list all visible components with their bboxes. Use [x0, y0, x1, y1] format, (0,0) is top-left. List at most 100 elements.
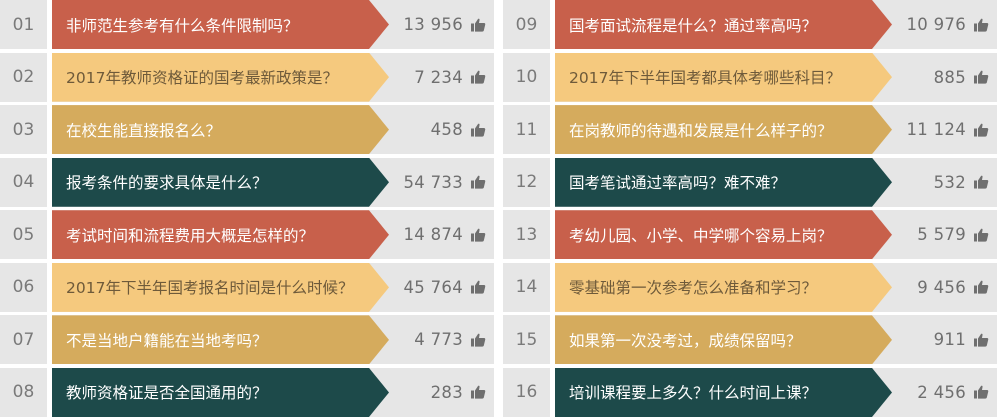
thumbs-up-icon[interactable] — [471, 175, 486, 189]
faq-question-link[interactable]: 培训课程要上多久？什么时间上课？ — [555, 367, 892, 417]
faq-row: 05 考试时间和流程费用大概是怎样的？ 14 874 — [0, 210, 494, 260]
view-count-value: 13 956 — [403, 15, 463, 34]
faq-question-link[interactable]: 报考条件的要求具体是什么？ — [52, 157, 389, 207]
faq-row-body: 考幼儿园、小学、中学哪个容易上岗？ 5 579 — [555, 210, 997, 260]
faq-row: 12 国考笔试通过率高吗？难不难？ 532 — [503, 157, 997, 207]
view-count-value: 45 764 — [403, 277, 463, 297]
faq-row: 14 零基础第一次参考怎么准备和学习？ 9 456 — [503, 262, 997, 312]
view-count: 911 — [897, 315, 997, 364]
faq-row-number: 09 — [503, 0, 550, 49]
view-count: 458 — [394, 105, 494, 154]
view-count: 13 956 — [394, 0, 494, 49]
faq-question-link[interactable]: 2017年下半年国考报名时间是什么时候？ — [52, 262, 389, 312]
faq-row: 15 如果第一次没考过，成绩保留吗？ 911 — [503, 315, 997, 365]
faq-row-number: 02 — [0, 52, 47, 102]
faq-row-number: 11 — [503, 105, 550, 155]
view-count-value: 14 874 — [403, 225, 463, 245]
faq-question-link[interactable]: 国考笔试通过率高吗？难不难？ — [555, 157, 892, 207]
view-count-value: 2 456 — [917, 382, 966, 402]
view-count: 10 976 — [897, 0, 997, 49]
view-count: 283 — [394, 368, 494, 417]
faq-row-number: 13 — [503, 210, 550, 260]
faq-row: 13 考幼儿园、小学、中学哪个容易上岗？ 5 579 — [503, 210, 997, 260]
view-count-value: 11 124 — [906, 120, 966, 140]
faq-question-link[interactable]: 如果第一次没考过，成绩保留吗？ — [555, 315, 892, 365]
faq-question-link[interactable]: 非师范生参考有什么条件限制吗？ — [52, 0, 389, 49]
thumbs-up-icon[interactable] — [974, 123, 989, 137]
faq-question-link[interactable]: 2017年教师资格证的国考最新政策是？ — [52, 52, 389, 102]
faq-question-link[interactable]: 考幼儿园、小学、中学哪个容易上岗？ — [555, 210, 892, 260]
faq-question-link[interactable]: 国考面试流程是什么？通过率高吗？ — [555, 0, 892, 49]
view-count: 7 234 — [394, 53, 494, 102]
view-count: 54 733 — [394, 158, 494, 207]
faq-row-body: 2017年下半年国考报名时间是什么时候？ 45 764 — [52, 262, 494, 312]
faq-row-body: 在岗教师的待遇和发展是什么样子的？ 11 124 — [555, 105, 997, 155]
faq-row-number: 07 — [0, 315, 47, 365]
view-count: 4 773 — [394, 315, 494, 364]
view-count: 9 456 — [897, 263, 997, 312]
view-count-value: 10 976 — [906, 15, 966, 34]
faq-column-left: 01 非师范生参考有什么条件限制吗？ 13 956 02 2017年教师资格证的… — [0, 0, 494, 417]
faq-row-number: 06 — [0, 262, 47, 312]
faq-row-body: 国考面试流程是什么？通过率高吗？ 10 976 — [555, 0, 997, 49]
faq-row-number: 14 — [503, 262, 550, 312]
faq-row-number: 12 — [503, 157, 550, 207]
thumbs-up-icon[interactable] — [974, 70, 989, 84]
thumbs-up-icon[interactable] — [471, 228, 486, 242]
faq-row-number: 01 — [0, 0, 47, 49]
thumbs-up-icon[interactable] — [974, 18, 989, 32]
thumbs-up-icon[interactable] — [471, 70, 486, 84]
faq-question-link[interactable]: 零基础第一次参考怎么准备和学习？ — [555, 262, 892, 312]
faq-row-body: 考试时间和流程费用大概是怎样的？ 14 874 — [52, 210, 494, 260]
faq-row: 10 2017年下半年国考都具体考哪些科目？ 885 — [503, 52, 997, 102]
thumbs-up-icon[interactable] — [974, 280, 989, 294]
faq-row: 09 国考面试流程是什么？通过率高吗？ 10 976 — [503, 0, 997, 49]
view-count: 2 456 — [897, 368, 997, 417]
view-count-value: 911 — [933, 330, 966, 350]
view-count: 532 — [897, 158, 997, 207]
thumbs-up-icon[interactable] — [471, 280, 486, 294]
faq-row-body: 教师资格证是否全国通用的？ 283 — [52, 367, 494, 417]
faq-row: 11 在岗教师的待遇和发展是什么样子的？ 11 124 — [503, 105, 997, 155]
view-count: 5 579 — [897, 210, 997, 259]
view-count-value: 4 773 — [414, 330, 463, 350]
faq-row-body: 零基础第一次参考怎么准备和学习？ 9 456 — [555, 262, 997, 312]
faq-row-number: 10 — [503, 52, 550, 102]
faq-row-body: 如果第一次没考过，成绩保留吗？ 911 — [555, 315, 997, 365]
thumbs-up-icon[interactable] — [471, 18, 486, 32]
view-count: 14 874 — [394, 210, 494, 259]
faq-question-link[interactable]: 2017年下半年国考都具体考哪些科目？ — [555, 52, 892, 102]
thumbs-up-icon[interactable] — [471, 333, 486, 347]
view-count-value: 5 579 — [917, 225, 966, 245]
faq-row: 07 不是当地户籍能在当地考吗？ 4 773 — [0, 315, 494, 365]
faq-row: 04 报考条件的要求具体是什么？ 54 733 — [0, 157, 494, 207]
faq-question-link[interactable]: 在岗教师的待遇和发展是什么样子的？ — [555, 105, 892, 155]
thumbs-up-icon[interactable] — [974, 228, 989, 242]
view-count-value: 532 — [933, 172, 966, 192]
faq-row-number: 04 — [0, 157, 47, 207]
faq-question-link[interactable]: 在校生能直接报名么？ — [52, 105, 389, 155]
faq-row-number: 05 — [0, 210, 47, 260]
faq-question-link[interactable]: 考试时间和流程费用大概是怎样的？ — [52, 210, 389, 260]
thumbs-up-icon[interactable] — [974, 333, 989, 347]
thumbs-up-icon[interactable] — [974, 385, 989, 400]
thumbs-up-icon[interactable] — [471, 123, 486, 137]
faq-row: 08 教师资格证是否全国通用的？ 283 — [0, 367, 494, 417]
faq-row-body: 培训课程要上多久？什么时间上课？ 2 456 — [555, 367, 997, 417]
faq-row: 01 非师范生参考有什么条件限制吗？ 13 956 — [0, 0, 494, 49]
faq-row: 02 2017年教师资格证的国考最新政策是？ 7 234 — [0, 52, 494, 102]
view-count-value: 283 — [430, 382, 463, 402]
faq-question-link[interactable]: 不是当地户籍能在当地考吗？ — [52, 315, 389, 365]
view-count: 45 764 — [394, 263, 494, 312]
faq-row-body: 2017年教师资格证的国考最新政策是？ 7 234 — [52, 52, 494, 102]
faq-row-body: 不是当地户籍能在当地考吗？ 4 773 — [52, 315, 494, 365]
faq-question-link[interactable]: 教师资格证是否全国通用的？ — [52, 367, 389, 417]
thumbs-up-icon[interactable] — [974, 175, 989, 189]
faq-row-number: 08 — [0, 367, 47, 417]
thumbs-up-icon[interactable] — [471, 385, 486, 400]
view-count-value: 458 — [430, 120, 463, 140]
faq-row-body: 非师范生参考有什么条件限制吗？ 13 956 — [52, 0, 494, 49]
faq-column-right: 09 国考面试流程是什么？通过率高吗？ 10 976 10 2017年下半年国考… — [503, 0, 997, 417]
faq-row-body: 国考笔试通过率高吗？难不难？ 532 — [555, 157, 997, 207]
